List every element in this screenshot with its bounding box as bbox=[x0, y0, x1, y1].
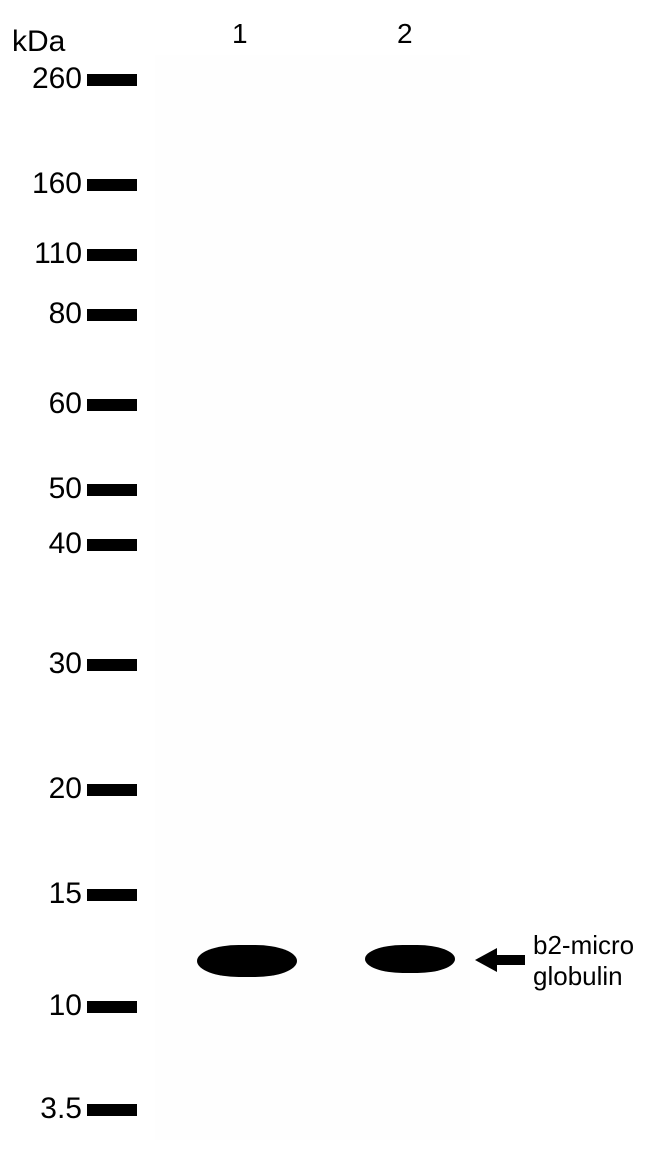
marker-tick-3.5 bbox=[87, 1104, 137, 1116]
blot-membrane bbox=[155, 55, 470, 1140]
western-blot-figure: kDa 260 160 110 80 60 50 40 30 20 15 10 3.5 1 2 b2-m… bbox=[0, 0, 650, 1169]
marker-tick-110 bbox=[87, 249, 137, 261]
marker-tick-40 bbox=[87, 539, 137, 551]
marker-label-160: 160 bbox=[0, 167, 82, 201]
band-annotation-label: b2-micro globulin bbox=[533, 930, 634, 992]
marker-label-80: 80 bbox=[0, 297, 82, 331]
marker-tick-15 bbox=[87, 889, 137, 901]
band-lane-2 bbox=[365, 945, 455, 973]
marker-label-60: 60 bbox=[0, 387, 82, 421]
marker-label-3.5: 3.5 bbox=[0, 1092, 82, 1126]
lane-label-1: 1 bbox=[232, 18, 248, 50]
marker-label-110: 110 bbox=[0, 237, 82, 271]
marker-tick-50 bbox=[87, 484, 137, 496]
marker-label-40: 40 bbox=[0, 527, 82, 561]
marker-label-20: 20 bbox=[0, 772, 82, 806]
marker-tick-60 bbox=[87, 399, 137, 411]
arrow-head-icon bbox=[475, 948, 497, 972]
marker-tick-10 bbox=[87, 1001, 137, 1013]
band-lane-1 bbox=[197, 945, 297, 977]
marker-label-15: 15 bbox=[0, 877, 82, 911]
marker-tick-80 bbox=[87, 309, 137, 321]
axis-title: kDa bbox=[12, 25, 65, 59]
marker-label-30: 30 bbox=[0, 647, 82, 681]
marker-tick-30 bbox=[87, 659, 137, 671]
marker-label-10: 10 bbox=[0, 989, 82, 1023]
marker-label-260: 260 bbox=[0, 62, 82, 96]
lane-label-2: 2 bbox=[397, 18, 413, 50]
annotation-arrow bbox=[475, 948, 525, 972]
marker-tick-260 bbox=[87, 74, 137, 86]
marker-tick-20 bbox=[87, 784, 137, 796]
arrow-shaft bbox=[497, 955, 525, 965]
annotation-line2: globulin bbox=[533, 961, 634, 992]
marker-tick-160 bbox=[87, 179, 137, 191]
marker-label-50: 50 bbox=[0, 472, 82, 506]
annotation-line1: b2-micro bbox=[533, 930, 634, 961]
